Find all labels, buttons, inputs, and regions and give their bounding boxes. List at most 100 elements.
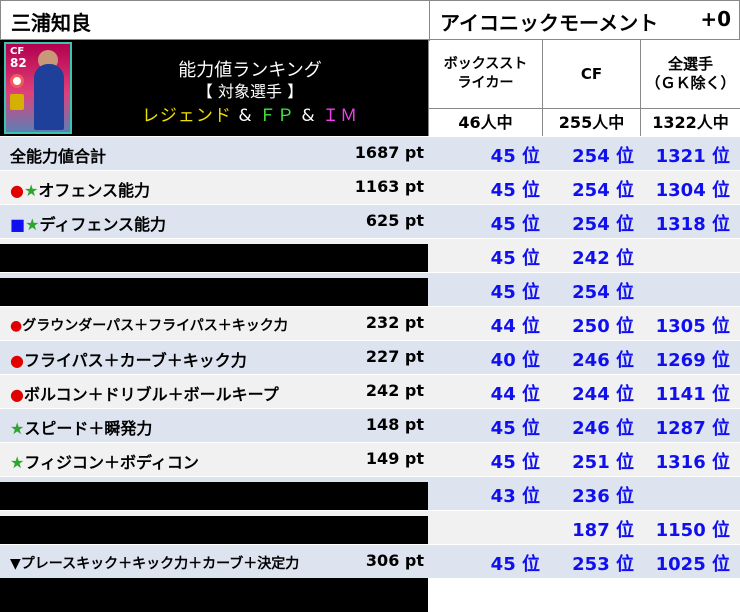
- rank-cf: 246 位: [572, 350, 634, 371]
- im-label: ＩＭ: [322, 106, 359, 126]
- row-label-text: ディフェンス能力: [39, 215, 167, 234]
- rank-cf: 187 位: [572, 520, 634, 541]
- row-label: ●ボルコン＋ドリブル＋ボールキープ: [10, 381, 279, 405]
- table-row: ●グラウンダーパス＋フライパス＋キック力 232 pt 44 位 250 位 1305 …: [0, 306, 740, 340]
- rank-box-striker: 45 位: [490, 554, 540, 575]
- club-emblem-icon: [10, 94, 24, 110]
- row-label-text: プレースキック＋キック力＋カーブ＋決定力: [20, 556, 300, 572]
- count-cf: 255人中: [542, 108, 640, 136]
- rank-cf: 254 位: [572, 282, 634, 303]
- rank-cf: 254 位: [572, 180, 634, 201]
- defense-marker-icon: ■: [10, 215, 26, 234]
- rank-box-striker: 45 位: [490, 418, 540, 439]
- rank-cf: 253 位: [572, 554, 634, 575]
- row-label-text: スピード＋瞬発力: [24, 419, 153, 438]
- row-label: ●グラウンダーパス＋フライパス＋キック力: [10, 315, 288, 335]
- row-label: ★フィジコン＋ボディコン: [10, 449, 199, 473]
- rank-all-players: 1141 位: [655, 384, 730, 405]
- rank-cf: 254 位: [572, 214, 634, 235]
- rank-cf: 254 位: [572, 146, 634, 167]
- rank-all-players: 1150 位: [655, 520, 730, 541]
- star-marker-icon: ★: [23, 181, 39, 200]
- table-row: ▼プレースキック＋キック力＋カーブ＋決定力 306 pt 45 位 253 位 1025…: [0, 544, 740, 578]
- table-row: ●ボルコン＋ドリブル＋ボールキープ 242 pt 44 位 244 位 1141 位: [0, 374, 740, 408]
- target-players-label: 【 対象選手 】: [196, 82, 304, 101]
- row-points: 149 pt: [365, 449, 424, 468]
- row-points: 232 pt: [365, 313, 424, 332]
- star-marker-icon: ★: [10, 453, 25, 472]
- rank-cf: 251 位: [572, 452, 634, 473]
- row-points: 625 pt: [365, 211, 424, 230]
- row-label-text: グラウンダーパス＋フライパス＋キック力: [22, 318, 288, 334]
- rank-all-players: 1025 位: [655, 554, 730, 575]
- column-header-cf: CF: [542, 40, 640, 108]
- ranking-title: 能力値ランキング: [178, 60, 322, 81]
- card-level: +0: [700, 7, 731, 31]
- target-badge-icon: [10, 74, 24, 88]
- row-label: 全能力値合計: [10, 143, 106, 167]
- row-label-text: フライパス＋カーブ＋キック力: [23, 351, 247, 370]
- rank-box-striker: 40 位: [490, 350, 540, 371]
- row-label-text: フィジコン＋ボディコン: [24, 453, 199, 472]
- rank-all-players: 1321 位: [655, 146, 730, 167]
- column-header-all-players: 全選手 （ＧＫ除く）: [640, 40, 740, 108]
- rank-all-players: 1304 位: [655, 180, 730, 201]
- rank-cf: 246 位: [572, 418, 634, 439]
- row-label-text: オフェンス能力: [38, 181, 150, 200]
- table-row: ●フライパス＋カーブ＋キック力 227 pt 40 位 246 位 1269 位: [0, 340, 740, 374]
- offense-marker-icon: ●: [10, 181, 24, 200]
- rank-box-striker: 45 位: [490, 452, 540, 473]
- count-all-players: 1322人中: [640, 108, 740, 136]
- player-figure-shape: [34, 64, 64, 130]
- offense-marker-icon: ●: [10, 351, 24, 370]
- row-label: ●フライパス＋カーブ＋キック力: [10, 347, 247, 371]
- offense-marker-icon: ●: [10, 385, 24, 404]
- card-type: アイコニックモーメント: [440, 11, 659, 35]
- column-header-box-striker: ボックスストライカー: [428, 40, 542, 108]
- row-points: 227 pt: [365, 347, 424, 366]
- player-card-thumbnail: CF 82: [4, 42, 72, 134]
- table-row: ●★オフェンス能力 1163 pt 45 位 254 位 1304 位: [0, 170, 740, 204]
- row-label: ★スピード＋瞬発力: [10, 415, 152, 439]
- rank-cf: 242 位: [572, 248, 634, 269]
- row-points: 1687 pt: [354, 143, 424, 162]
- row-label-text: 全能力値合計: [10, 147, 107, 166]
- rank-box-striker: 45 位: [490, 146, 540, 167]
- row-label: ▼プレースキック＋キック力＋カーブ＋決定力: [10, 553, 299, 573]
- table-row: ★フィジコン＋ボディコン 149 pt 45 位 251 位 1316 位: [0, 442, 740, 476]
- count-box-striker: 46人中: [428, 108, 542, 136]
- card-type-cell: アイコニックモーメント +0: [429, 1, 740, 41]
- row-label: ●★オフェンス能力: [10, 177, 150, 201]
- table-row: ■★ディフェンス能力 625 pt 45 位 254 位 1318 位: [0, 204, 740, 238]
- rank-all-players: 1269 位: [655, 350, 730, 371]
- rank-box-striker: 44 位: [490, 316, 540, 337]
- header-bar: 三浦知良 アイコニックモーメント +0: [0, 0, 740, 41]
- table-row: ★スピード＋瞬発力 148 pt 45 位 246 位 1287 位: [0, 408, 740, 442]
- set-piece-marker-icon: ▼: [10, 556, 21, 572]
- row-points: 242 pt: [365, 381, 424, 400]
- card-position: CF: [10, 46, 25, 57]
- player-name: 三浦知良: [11, 11, 91, 35]
- rank-all-players: 1287 位: [655, 418, 730, 439]
- offense-marker-icon: ●: [10, 318, 23, 334]
- rank-box-striker: 45 位: [490, 180, 540, 201]
- legend-label: レジェンド: [141, 106, 232, 126]
- rank-all-players: 1305 位: [655, 316, 730, 337]
- table-row: 全能力値合計 1687 pt 45 位 254 位 1321 位: [0, 136, 740, 170]
- star-marker-icon: ★: [25, 215, 40, 234]
- rank-cf: 236 位: [572, 486, 634, 507]
- row-label: ■★ディフェンス能力: [10, 211, 166, 235]
- rank-box-striker: 45 位: [490, 214, 540, 235]
- rank-box-striker: 43 位: [490, 486, 540, 507]
- rank-cf: 250 位: [572, 316, 634, 337]
- rank-all-players: 1316 位: [655, 452, 730, 473]
- row-points: 306 pt: [365, 551, 424, 570]
- star-marker-icon: ★: [10, 419, 25, 438]
- row-points: 1163 pt: [354, 177, 424, 196]
- row-points: 148 pt: [365, 415, 424, 434]
- card-rating: 82: [10, 56, 27, 70]
